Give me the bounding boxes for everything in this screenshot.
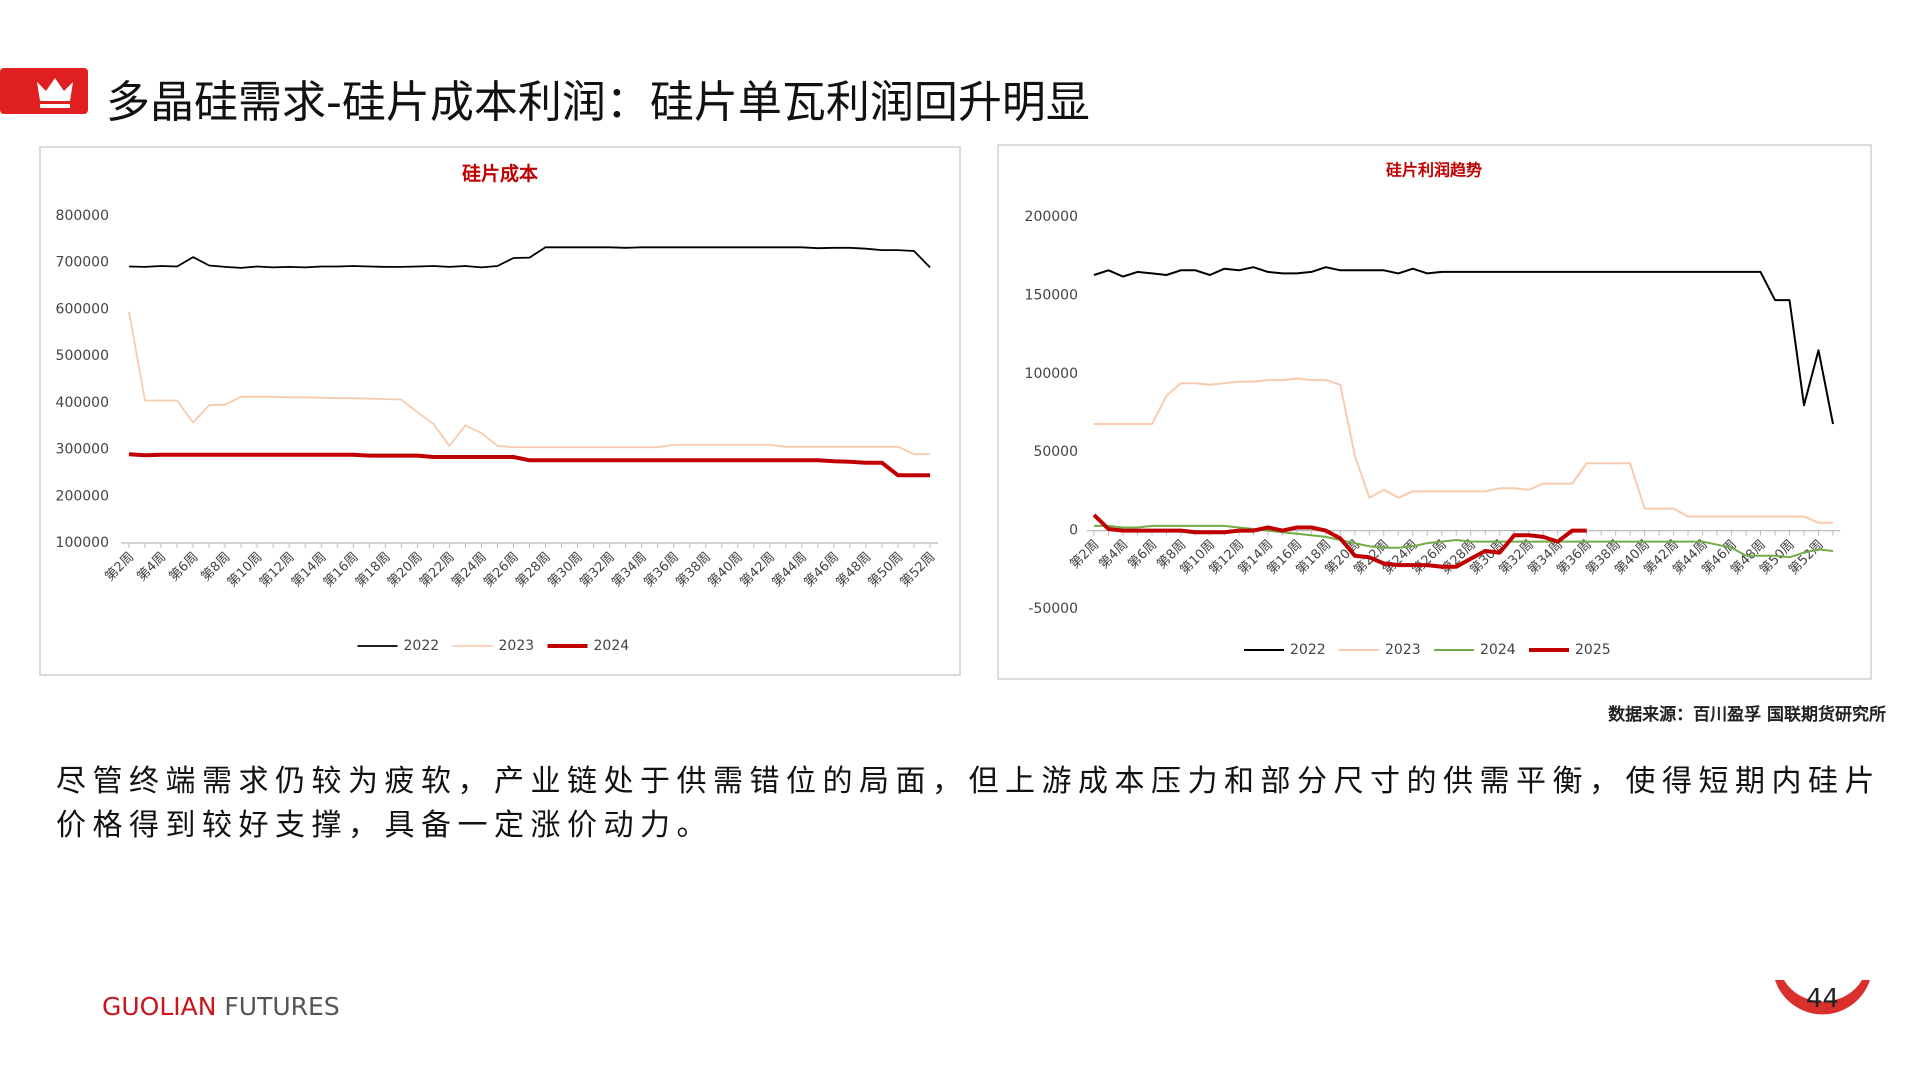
chart-frame bbox=[997, 144, 1872, 680]
y-tick-label: 700000 bbox=[56, 255, 109, 271]
brand: GUOLIAN bbox=[102, 992, 217, 1021]
series-line bbox=[1092, 513, 1587, 569]
y-tick-label: 200000 bbox=[1025, 209, 1078, 225]
y-tick-label: 200000 bbox=[56, 488, 109, 504]
y-tick-label: 300000 bbox=[56, 442, 109, 458]
legend-label: 2024 bbox=[1480, 642, 1516, 658]
source: 数据来源：百川盈孚 国联期货研究所 bbox=[1608, 705, 1886, 725]
y-tick-label: 500000 bbox=[56, 348, 109, 364]
y-tick-label: 50000 bbox=[1033, 444, 1078, 460]
legend-label: 2022 bbox=[1290, 642, 1326, 658]
series-line bbox=[128, 452, 930, 478]
brand-suffix: FUTURES bbox=[224, 992, 340, 1021]
slide-title: 多晶硅需求-硅片成本利润：硅片单瓦利润回升明显 bbox=[106, 77, 1090, 128]
chart-frame bbox=[39, 146, 961, 676]
series-line bbox=[1094, 524, 1834, 559]
y-tick-label: 800000 bbox=[56, 208, 109, 224]
legend-label: 2023 bbox=[499, 638, 535, 654]
legend-label: 2025 bbox=[1575, 642, 1611, 658]
y-tick-label: 600000 bbox=[56, 301, 109, 317]
chart-title: 硅片成本 bbox=[462, 162, 538, 185]
charts: 硅片成本100000200000300000400000500000600000… bbox=[39, 144, 1872, 680]
y-tick-label: 400000 bbox=[56, 395, 109, 411]
series-line bbox=[1093, 266, 1834, 425]
y-tick-label: 0 bbox=[1069, 523, 1078, 539]
header-tag bbox=[0, 68, 88, 114]
y-tick-label: -50000 bbox=[1028, 601, 1078, 617]
y-tick-label: 100000 bbox=[1025, 366, 1078, 382]
page-arc bbox=[1775, 980, 1870, 1015]
chart-title: 硅片利润趋势 bbox=[1386, 161, 1482, 180]
legend-label: 2023 bbox=[1385, 642, 1421, 658]
series-line bbox=[1094, 377, 1833, 524]
legend-label: 2022 bbox=[404, 638, 440, 654]
y-tick-label: 100000 bbox=[56, 535, 109, 551]
legend-label: 2024 bbox=[594, 638, 630, 654]
body-text: 尽管终端需求仍较为疲软，产业链处于供需错位的局面，但上游成本压力和部分尺寸的供需… bbox=[56, 764, 1881, 843]
series-line bbox=[128, 246, 931, 269]
footer-brand: GUOLIAN FUTURES bbox=[102, 992, 340, 1021]
y-tick-label: 150000 bbox=[1025, 287, 1078, 303]
series-line bbox=[128, 311, 930, 456]
page-number: 44 bbox=[1806, 984, 1840, 1014]
